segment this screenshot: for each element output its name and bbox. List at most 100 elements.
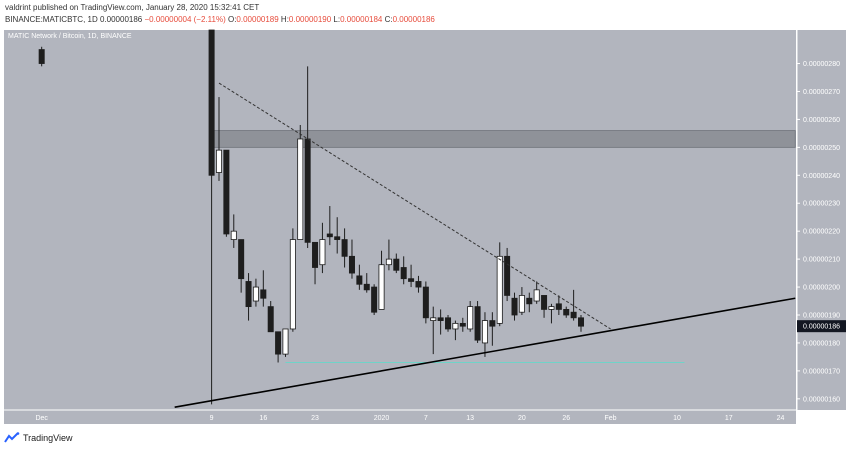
price-tick-label: 0.00000160: [803, 396, 840, 403]
candle[interactable]: [289, 239, 296, 330]
time-tick-label: Feb: [605, 415, 617, 422]
time-tick-label: 7: [424, 415, 428, 422]
chart-area[interactable]: MATIC Network / Bitcoin, 1D, BINANCE 0.00…: [0, 28, 850, 429]
candle[interactable]: [504, 255, 511, 296]
candle[interactable]: [570, 311, 577, 319]
candle[interactable]: [393, 258, 400, 271]
current-price-tag: [797, 320, 846, 333]
candle[interactable]: [356, 275, 363, 285]
candle[interactable]: [452, 322, 459, 330]
candle[interactable]: [260, 289, 267, 299]
open-value: 0.00000189: [236, 15, 279, 24]
candle[interactable]: [275, 331, 282, 355]
candle[interactable]: [467, 306, 474, 330]
ascending-support-line[interactable]: [174, 297, 796, 408]
candle[interactable]: [252, 286, 259, 302]
candle[interactable]: [430, 317, 437, 321]
candle[interactable]: [422, 286, 429, 319]
price-tick-label: 0.00000260: [803, 117, 840, 124]
candle[interactable]: [481, 320, 488, 344]
candle[interactable]: [230, 230, 237, 240]
time-axis-background: [4, 410, 796, 424]
tradingview-logo-icon: [4, 432, 20, 443]
current-price-label: 0.00000186: [803, 324, 840, 331]
candle[interactable]: [437, 317, 444, 321]
time-tick-label: 26: [562, 415, 570, 422]
candle[interactable]: [319, 239, 326, 266]
time-tick-label: 10: [673, 415, 681, 422]
candle[interactable]: [408, 278, 415, 282]
candle[interactable]: [541, 295, 548, 310]
price-axis-background: [797, 30, 846, 410]
candle[interactable]: [489, 320, 496, 327]
time-tick-label: 2020: [374, 415, 390, 422]
candle[interactable]: [312, 241, 319, 268]
candle[interactable]: [371, 286, 378, 313]
candle[interactable]: [334, 236, 341, 240]
plot-background: [4, 30, 796, 410]
ohlc-legend: BINANCE:MATICBTC, 1D 0.00000186 −0.00000…: [5, 15, 435, 24]
price-tick-label: 0.00000190: [803, 313, 840, 320]
candle[interactable]: [363, 283, 370, 291]
candle[interactable]: [533, 289, 540, 302]
candle[interactable]: [496, 255, 503, 324]
time-tick-label: 23: [311, 415, 319, 422]
candle[interactable]: [282, 328, 289, 355]
symbol-label[interactable]: BINANCE:MATICBTC, 1D: [5, 15, 98, 24]
candle[interactable]: [555, 303, 562, 310]
time-tick-label: 17: [725, 415, 733, 422]
publisher-line: valdrint published on TradingView.com, J…: [5, 3, 260, 12]
price-tick-label: 0.00000180: [803, 340, 840, 347]
tradingview-logo[interactable]: TradingView: [4, 432, 73, 443]
price-tick-label: 0.00000170: [803, 368, 840, 375]
descending-resistance-line[interactable]: [218, 82, 611, 330]
candle[interactable]: [378, 264, 385, 310]
tradingview-brand: TradingView: [23, 432, 73, 443]
time-tick-label: 9: [210, 415, 214, 422]
price-tick-label: 0.00000220: [803, 229, 840, 236]
candle[interactable]: [415, 281, 422, 288]
candle[interactable]: [474, 306, 481, 341]
time-tick-label: 13: [466, 415, 474, 422]
time-tick-label: 20: [518, 415, 526, 422]
change-value: −0.00000004 (−2.11%): [144, 15, 226, 24]
price-tick-label: 0.00000270: [803, 89, 840, 96]
close-label: C:: [384, 15, 393, 24]
candle[interactable]: [326, 233, 333, 238]
price-tick-label: 0.00000210: [803, 257, 840, 264]
candle[interactable]: [511, 297, 518, 316]
candle[interactable]: [385, 258, 392, 266]
candle[interactable]: [445, 317, 452, 330]
candle[interactable]: [341, 239, 348, 257]
candle[interactable]: [548, 306, 555, 310]
price-tick-label: 0.00000230: [803, 201, 840, 208]
candle[interactable]: [38, 49, 45, 64]
candle[interactable]: [400, 267, 407, 280]
candle[interactable]: [215, 149, 222, 173]
candle[interactable]: [578, 317, 585, 327]
high-label: H:: [280, 15, 289, 24]
price-tick-label: 0.00000240: [803, 173, 840, 180]
time-tick-label: 16: [259, 415, 267, 422]
low-label: L:: [333, 15, 341, 24]
candle[interactable]: [245, 281, 252, 308]
time-tick-label: Dec: [35, 415, 48, 422]
candle[interactable]: [518, 295, 525, 313]
candle[interactable]: [223, 149, 230, 235]
candle[interactable]: [563, 309, 570, 316]
candle[interactable]: [304, 138, 311, 243]
candle[interactable]: [238, 239, 245, 280]
candle[interactable]: [348, 255, 355, 274]
chart-header: valdrint published on TradingView.com, J…: [0, 0, 850, 28]
candle[interactable]: [208, 29, 215, 176]
price-tick-label: 0.00000250: [803, 145, 840, 152]
candle[interactable]: [459, 322, 466, 327]
candle[interactable]: [267, 306, 274, 333]
low-value: 0.00000184: [340, 15, 383, 24]
candle[interactable]: [297, 138, 304, 240]
price-tick-label: 0.00000280: [803, 61, 840, 68]
open-label: O:: [227, 15, 237, 24]
chart-title: MATIC Network / Bitcoin, 1D, BINANCE: [8, 33, 132, 40]
candle[interactable]: [526, 297, 533, 305]
last-value: 0.00000186: [99, 15, 143, 24]
